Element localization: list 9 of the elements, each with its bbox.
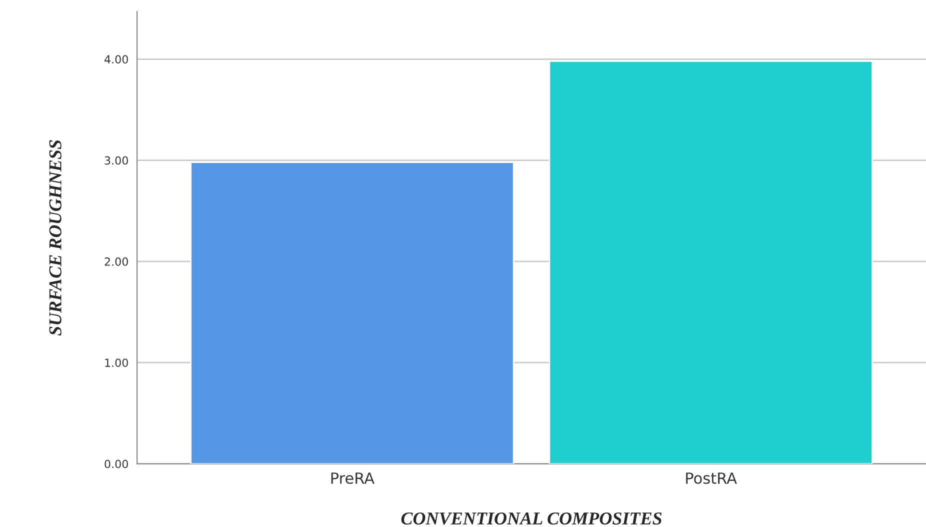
x-axis-title: CONVENTIONAL COMPOSITES [401,512,662,525]
x-tick-label: PreRA [331,472,374,484]
y-axis-title: SURFACE ROUGHNESS [49,140,62,336]
y-tick-label: 1.00 [105,358,128,367]
x-tick-label: PostRA [686,472,737,484]
y-tick-label: 0.00 [104,460,128,468]
y-tick-label: 4.00 [104,55,128,64]
y-tick-label: 2.00 [104,257,128,266]
y-tick-label: 3.00 [104,156,128,165]
